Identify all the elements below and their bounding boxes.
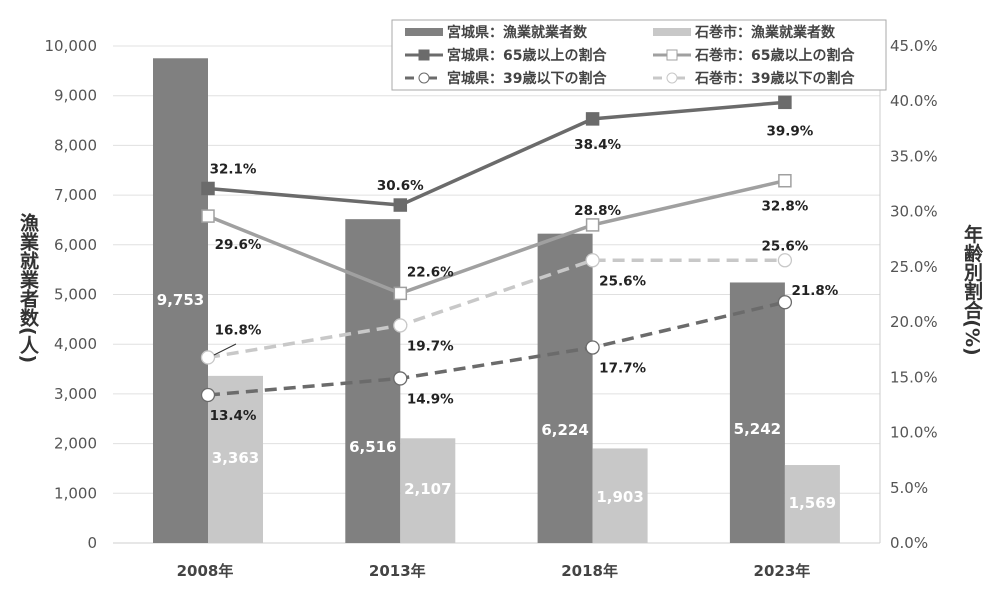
bar-data-label: 9,753 (157, 291, 204, 309)
line-series (207, 100, 786, 207)
line-series (207, 300, 786, 397)
y-right-tick: 40.0% (890, 92, 938, 110)
line-data-label: 32.8% (761, 199, 808, 215)
line-marker (201, 181, 215, 196)
ishinomaki-bar (208, 375, 263, 543)
line-marker (778, 173, 792, 188)
legend-swatch (405, 28, 443, 36)
line-marker (393, 286, 408, 301)
legend-label: 石巻市：漁業就業者数 (694, 24, 836, 41)
line-marker (393, 318, 408, 333)
line-marker (393, 371, 408, 386)
line-marker (777, 295, 793, 310)
line-data-label: 21.8% (791, 283, 838, 299)
line-marker (200, 350, 216, 365)
bar-data-label: 6,516 (349, 438, 396, 456)
line-data-label: 28.8% (574, 203, 621, 219)
y-right-tick: 0.0% (890, 534, 928, 552)
line-marker (200, 387, 216, 403)
line-data-label: 29.6% (215, 237, 262, 253)
legend-marker (418, 49, 430, 61)
x-tick-label: 2023年 (754, 562, 811, 580)
legend-marker (418, 72, 430, 84)
y-right-tick: 45.0% (890, 37, 938, 55)
legend-marker (666, 49, 678, 61)
legend-label: 石巻市：39歳以下の割合 (694, 70, 855, 87)
line-series (207, 179, 786, 296)
line-data-label: 30.6% (377, 178, 424, 194)
y-right-tick: 5.0% (890, 479, 928, 497)
ishinomaki-bar (592, 448, 648, 543)
legend-swatch (653, 28, 691, 36)
line-data-label: 25.6% (761, 238, 808, 254)
y-left-tick: 3,000 (54, 385, 97, 403)
y-left-tick: 2,000 (54, 435, 97, 453)
y-left-tick: 10,000 (45, 37, 98, 55)
ishinomaki-bar (784, 465, 840, 543)
line-marker (778, 95, 792, 110)
legend-box (391, 19, 887, 91)
legend-label: 宮城県：65歳以上の割合 (447, 47, 607, 64)
ishinomaki-bar (400, 438, 456, 543)
y-left-label: 漁業就業者数(人) (17, 212, 40, 364)
bar-data-label: 5,242 (734, 420, 781, 438)
bar-data-label: 3,363 (212, 449, 259, 467)
line-data-label: 32.1% (210, 161, 257, 177)
line-data-label: 13.4% (210, 408, 257, 424)
line-data-label: 16.8% (215, 322, 262, 338)
line-series (207, 258, 785, 360)
miyagi-bar (345, 219, 401, 544)
line-data-label: 39.9% (766, 123, 813, 139)
legend-label: 石巻市：65歳以上の割合 (694, 47, 855, 64)
line-data-label: 19.7% (407, 338, 454, 354)
legend-label: 宮城県：39歳以下の割合 (447, 70, 607, 87)
y-left-tick: 1,000 (54, 484, 97, 502)
legend-marker (666, 72, 678, 84)
line-marker (201, 209, 215, 223)
y-left-tick: 8,000 (54, 136, 97, 154)
y-left-tick: 5,000 (54, 286, 97, 304)
miyagi-bar (537, 233, 593, 543)
line-data-label: 25.6% (599, 273, 646, 289)
y-right-tick: 20.0% (890, 313, 938, 331)
line-data-label: 17.7% (599, 361, 646, 377)
line-marker (585, 218, 600, 232)
y-left-tick: 4,000 (54, 335, 97, 353)
label-leader-line (213, 343, 237, 356)
y-right-tick: 30.0% (890, 203, 938, 221)
line-data-label: 38.4% (574, 137, 621, 153)
y-left-tick: 9,000 (54, 87, 97, 105)
y-right-tick: 25.0% (890, 258, 938, 276)
y-right-tick: 15.0% (890, 368, 938, 386)
miyagi-bar (153, 58, 208, 543)
y-left-tick: 6,000 (54, 236, 97, 254)
y-left-tick: 0 (87, 534, 97, 552)
x-tick-label: 2008年 (177, 562, 234, 580)
bar-data-label: 6,224 (541, 421, 588, 439)
y-right-tick: 35.0% (890, 147, 938, 165)
line-marker (393, 198, 408, 212)
bar-data-label: 2,107 (404, 480, 451, 498)
bar-data-label: 1,569 (789, 494, 836, 512)
line-marker (777, 253, 793, 268)
line-marker (585, 340, 600, 355)
y-left-tick: 7,000 (54, 186, 97, 204)
miyagi-bar (729, 282, 785, 543)
line-marker (585, 112, 600, 126)
line-data-label: 14.9% (407, 391, 454, 407)
y-right-label: 年齢別割合(%) (961, 223, 983, 356)
x-tick-label: 2018年 (561, 562, 618, 580)
x-tick-label: 2013年 (369, 562, 426, 580)
line-marker (585, 253, 600, 268)
legend-label: 宮城県：漁業就業者数 (447, 24, 588, 41)
line-data-label: 22.6% (407, 264, 454, 280)
bar-data-label: 1,903 (596, 488, 643, 506)
y-right-tick: 10.0% (890, 424, 938, 442)
